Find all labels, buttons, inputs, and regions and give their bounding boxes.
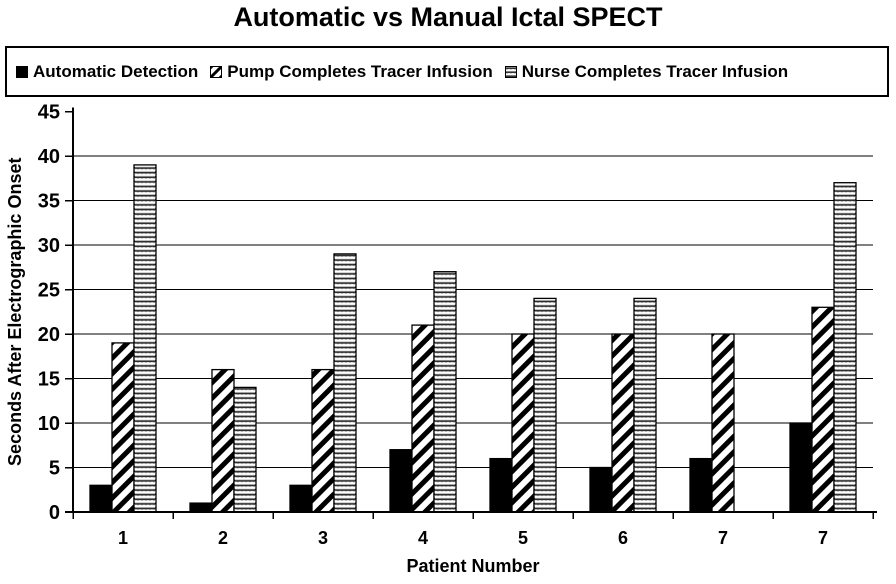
bar [333, 253, 357, 513]
legend-item-pump-completes: Pump Completes Tracer Infusion [210, 61, 493, 82]
x-axis-title: Patient Number [406, 556, 539, 576]
x-tick-label: 2 [218, 528, 228, 548]
bar [311, 368, 335, 513]
y-tick-label: 10 [38, 413, 60, 435]
legend-label: Pump Completes Tracer Infusion [227, 61, 493, 81]
legend-item-nurse-completes: Nurse Completes Tracer Infusion [504, 61, 789, 82]
legend-label: Automatic Detection [33, 61, 199, 81]
x-tick-label: 5 [518, 528, 528, 548]
legend-label: Nurse Completes Tracer Infusion [521, 61, 789, 81]
x-tick-label: 3 [318, 528, 328, 548]
y-tick-label: 0 [49, 502, 60, 524]
x-tick-label: 7 [718, 528, 728, 548]
bar [89, 484, 113, 513]
chart-title: Automatic vs Manual Ictal SPECT [233, 2, 663, 32]
bar [589, 466, 613, 513]
bar [511, 333, 535, 513]
bar [611, 333, 635, 513]
y-tick-label: 40 [38, 146, 60, 168]
y-tick-label: 45 [38, 102, 60, 124]
bar [533, 297, 557, 513]
bar [433, 271, 457, 513]
y-tick-label: 35 [38, 191, 60, 213]
y-tick-label: 15 [38, 369, 60, 391]
y-tick-label: 20 [38, 324, 60, 346]
bar [489, 457, 513, 513]
bar [189, 502, 213, 513]
bar [789, 422, 813, 513]
bar [811, 306, 835, 513]
x-tick-label: 7 [818, 528, 828, 548]
solid-swatch-icon [16, 65, 28, 78]
y-axis-title: Seconds After Electrographic Onset [5, 158, 25, 466]
y-tick-label: 25 [38, 280, 60, 302]
legend: Automatic Detection Pump Completes Trace… [5, 46, 889, 97]
bar [711, 333, 735, 513]
bar [411, 324, 435, 513]
bar [111, 342, 135, 513]
x-tick-label: 1 [118, 528, 128, 548]
y-tick-label: 30 [38, 235, 60, 257]
x-tick-label: 4 [418, 528, 428, 548]
bar [633, 297, 657, 513]
zigzag-swatch-icon [504, 65, 517, 78]
diagonal-hatch-swatch-icon [210, 65, 223, 78]
bar [233, 386, 257, 513]
bar [389, 449, 413, 513]
bar [133, 164, 157, 513]
legend-item-automatic-detection: Automatic Detection [16, 62, 198, 82]
x-tick-label: 6 [618, 528, 628, 548]
bar [833, 182, 857, 513]
bar [289, 484, 313, 513]
y-tick-label: 5 [49, 458, 60, 480]
bar [211, 368, 235, 513]
bar [689, 457, 713, 513]
